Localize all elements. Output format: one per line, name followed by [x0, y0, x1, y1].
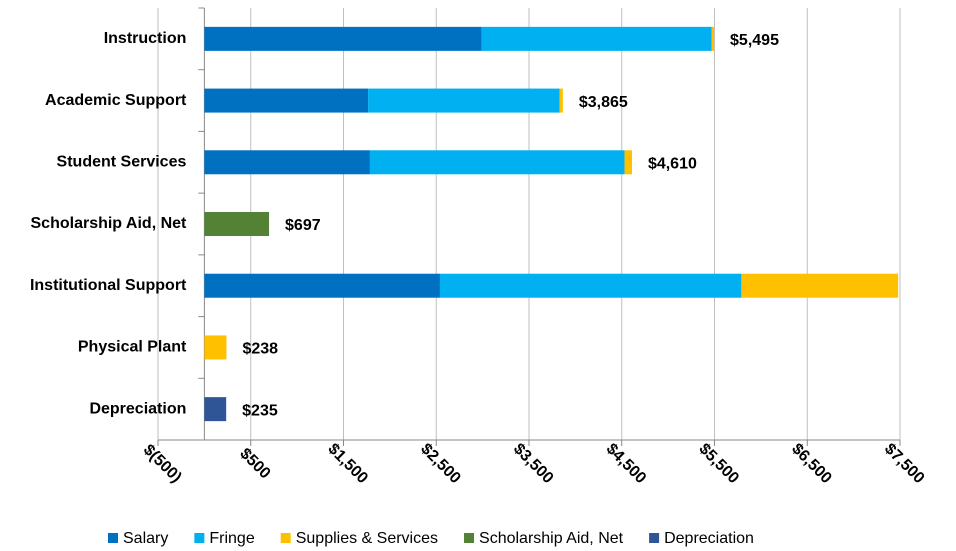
legend-label: Depreciation [664, 530, 754, 547]
x-tick-label: $3,500 [510, 440, 557, 487]
total-label: $3,865 [579, 94, 628, 111]
x-tick-label: $500 [236, 445, 273, 482]
legend-label: Salary [123, 530, 168, 547]
y-tick-label: Depreciation [89, 400, 186, 417]
y-tick-label: Instruction [104, 30, 187, 47]
bar-segment [559, 88, 563, 113]
x-tick-label: $1,500 [324, 440, 371, 487]
total-label: $4,610 [648, 156, 697, 173]
legend-swatch [108, 533, 118, 543]
y-tick-label: Scholarship Aid, Net [31, 215, 188, 232]
bar-segment [204, 335, 227, 360]
bar-segment [368, 88, 560, 113]
bar-segment [481, 26, 712, 51]
legend-swatch [280, 533, 291, 543]
legend-swatch [194, 533, 205, 543]
bar-segment [369, 150, 625, 175]
total-label: $235 [242, 402, 278, 419]
legend-label: Scholarship Aid, Net [479, 530, 624, 547]
bar-segment [204, 212, 270, 236]
legend-label: Supplies & Services [296, 530, 438, 547]
y-tick-label: Academic Support [45, 92, 187, 109]
x-tick-label: $4,500 [603, 440, 650, 487]
bar-segment [711, 26, 715, 51]
total-label: $5,495 [730, 32, 779, 49]
legend-label: Fringe [209, 530, 254, 547]
total-label: $238 [242, 341, 278, 358]
legend-swatch [649, 533, 660, 543]
total-label: $697 [285, 217, 321, 234]
bar-segment [204, 150, 370, 175]
y-tick-label: Physical Plant [78, 339, 187, 356]
bar-segment [204, 88, 369, 113]
x-tick-label: $(500) [140, 441, 185, 486]
x-tick-label: $5,500 [695, 440, 742, 487]
bar-segment [439, 273, 742, 298]
bar-segment [204, 26, 482, 51]
x-tick-label: $2,500 [417, 440, 464, 487]
bar-segment [624, 150, 632, 175]
bar-segment [741, 273, 899, 298]
y-tick-label: Institutional Support [30, 277, 187, 294]
bar-segment [204, 273, 440, 298]
legend-swatch [464, 533, 475, 543]
x-tick-label: $6,500 [788, 440, 835, 487]
y-tick-label: Student Services [57, 154, 187, 171]
bar-segment [204, 397, 227, 422]
x-tick-label: $7,500 [881, 440, 928, 487]
